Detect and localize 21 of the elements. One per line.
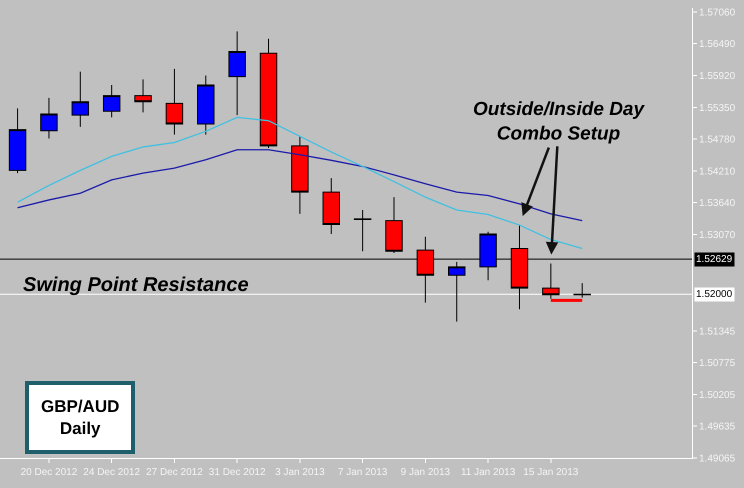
candlestick — [102, 84, 120, 118]
ref-line-label: 1.52629 — [696, 254, 733, 265]
annotation: Outside/Inside Day Combo Setup — [473, 99, 646, 145]
candlestick — [40, 97, 58, 140]
candlestick — [291, 136, 309, 214]
candlestick — [385, 196, 403, 254]
candlestick — [134, 78, 152, 113]
ref-line-label: 1.52000 — [696, 289, 733, 300]
candlestick — [354, 209, 372, 252]
line-series — [16, 149, 583, 222]
candlestick — [573, 282, 591, 298]
candlestick — [260, 38, 278, 149]
candlestick — [166, 68, 184, 136]
candlestick — [448, 261, 466, 322]
candlestick — [197, 75, 215, 136]
candlestick — [322, 178, 340, 234]
candlestick — [8, 108, 26, 174]
candlestick — [228, 30, 246, 116]
annotation: Swing Point Resistance — [23, 274, 249, 296]
candlestick — [72, 71, 90, 128]
annotation: GBP/AUD Daily — [41, 397, 120, 438]
